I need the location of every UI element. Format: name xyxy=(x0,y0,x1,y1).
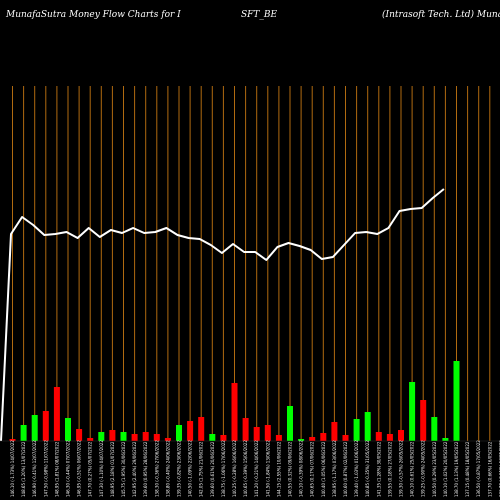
money-flow-bar xyxy=(275,435,282,441)
x-tick-label: 148.95 (2.18%) 01/07/2022 xyxy=(110,441,115,497)
money-flow-bar xyxy=(420,400,427,441)
x-tick-label: 141.20 (-0.21%) 14/06/2022 xyxy=(254,440,259,497)
x-tick-label: 140.40 (1.05%) 06/06/2022 xyxy=(321,441,326,497)
money-flow-bar xyxy=(242,418,249,441)
money-flow-bar xyxy=(131,434,138,441)
x-tick-label: 140.25 (-0.28%) 16/06/2022 xyxy=(232,440,237,497)
x-tick-label: 137.70 (0.66%) 16/05/2022 xyxy=(487,441,492,497)
x-tick-label: 140.85 (-0.35%) 31/05/2022 xyxy=(365,440,370,497)
x-tick-label: 140.50 (-1.09%) 22/06/2022 xyxy=(188,440,193,497)
x-tick-label: 148.65 (1.20%) 13/07/2022 xyxy=(21,441,26,497)
money-flow-bar xyxy=(231,383,238,441)
x-tick-label: 137.15 (0.48%) 18/05/2022 xyxy=(465,441,470,497)
money-flow-bar xyxy=(31,415,38,441)
x-tick-label: 142.05 (1.75%) 21/06/2022 xyxy=(199,441,204,497)
money-flow-bar xyxy=(9,439,16,441)
x-tick-label: 140.65 (-0.39%) 15/06/2022 xyxy=(243,440,248,497)
money-flow-bar xyxy=(398,430,404,441)
money-flow-bar xyxy=(309,437,316,441)
x-tick-label: 140.10 (0.61%) 25/05/2022 xyxy=(410,441,415,497)
x-tick-label: 138.70 (1.13%) 19/05/2022 xyxy=(454,441,459,497)
money-flow-bar xyxy=(453,361,460,441)
x-tick-label: 136.80 (-0.51%) 13/05/2022 xyxy=(498,440,500,497)
x-tick-label: 139.40 (-1.03%) 01/06/2022 xyxy=(354,440,359,497)
x-tick-label: 142.95 (2.40%) 29/06/2022 xyxy=(132,441,137,497)
money-flow-bar xyxy=(375,432,382,441)
x-tick-label: 146.90 (-0.41%) 12/07/2022 xyxy=(32,440,37,497)
x-tick-label: 146.30 (-0.44%) 07/07/2022 xyxy=(66,440,71,497)
money-flow-bar xyxy=(164,438,171,441)
money-flow-bar xyxy=(331,422,338,441)
price-line-layer xyxy=(0,188,445,442)
x-tick-label: 139.30 (-0.57%) 26/05/2022 xyxy=(399,440,404,497)
money-flow-bar xyxy=(431,417,438,441)
money-flow-bar xyxy=(42,411,49,441)
chart-header-right: (Intrasoft Tech. Ltd) MunafaSutra.com xyxy=(382,9,500,20)
x-tick-label: 139.55 (0.18%) 27/05/2022 xyxy=(387,441,392,497)
money-flow-bar xyxy=(386,434,393,441)
x-tick-label: 148.95 (1.81%) 08/07/2022 xyxy=(54,441,59,497)
x-tick-label: 146.10 (-1.73%) 14/07/2022 xyxy=(10,440,15,497)
x-tick-label: 140.65 (0.17%) 07/06/2022 xyxy=(310,441,315,497)
money-flow-bar xyxy=(287,406,293,441)
money-flow-bar xyxy=(198,417,205,441)
x-tick-label: 139.60 (0.61%) 20/06/2022 xyxy=(210,441,215,497)
money-flow-bar xyxy=(187,421,194,441)
x-tick-label: 140.10 (-0.39%) 08/06/2022 xyxy=(299,440,304,497)
money-flow-bar xyxy=(109,430,116,441)
x-tick-label: 147.30 (-1.10%) 04/07/2022 xyxy=(99,440,104,497)
x-tick-label: 147.70 (0.27%) 05/07/2022 xyxy=(88,441,93,497)
money-flow-bar xyxy=(153,434,160,441)
price-line xyxy=(0,188,445,442)
x-tick-label: 144.15 (2.55%) 10/06/2022 xyxy=(276,441,281,497)
money-flow-bar xyxy=(220,435,227,441)
money-flow-bar xyxy=(253,427,260,441)
money-flow-bar xyxy=(342,435,349,441)
money-flow-bar xyxy=(353,419,360,441)
x-tick-label: 138.30 (-0.36%) 27/06/2022 xyxy=(154,440,159,497)
money-flow-bar xyxy=(120,432,127,441)
x-tick-label: 140.10 (1.02%) 20/05/2022 xyxy=(443,441,448,497)
x-tick-label: 145.75 (1.95%) 30/06/2022 xyxy=(121,441,126,497)
x-tick-label: 139.60 (0.95%) 28/06/2022 xyxy=(143,441,148,497)
money-flow-bars xyxy=(9,361,460,441)
money-flow-bar xyxy=(98,432,105,441)
x-tick-label: 140.60 (0.87%) 02/06/2022 xyxy=(343,441,348,497)
money-flow-bar xyxy=(409,382,416,441)
money-flow-bar xyxy=(76,429,83,441)
grid-lines xyxy=(12,86,491,441)
money-flow-bar xyxy=(442,438,449,441)
x-tick-label: 139.25 (-0.90%) 24/05/2022 xyxy=(421,440,426,497)
x-axis-labels: 146.10 (-1.73%) 14/07/2022 148.65 (1.20%)… xyxy=(10,440,500,497)
money-flow-bar xyxy=(298,439,305,441)
money-flow-bar xyxy=(176,425,182,441)
x-tick-label: 140.55 (0.32%) 09/06/2022 xyxy=(288,441,293,497)
money-flow-bar xyxy=(320,433,327,441)
money-flow-bar xyxy=(142,432,149,441)
x-tick-label: 146.95 (-0.51%) 06/07/2022 xyxy=(77,440,82,497)
x-tick-label: 141.50 (-1.84%) 13/06/2022 xyxy=(265,440,270,497)
x-tick-label: 138.95 (-1.17%) 03/06/2022 xyxy=(332,440,337,497)
x-tick-label: 147.50 (-0.98%) 11/07/2022 xyxy=(43,440,48,497)
x-tick-label: 136.50 (-0.87%) 17/05/2022 xyxy=(476,440,481,497)
x-tick-label: 139.35 (-0.82%) 23/06/2022 xyxy=(177,440,182,497)
money-flow-bar xyxy=(87,438,94,441)
chart-header-left: MunafaSutra Money Flow Charts for I xyxy=(5,10,181,20)
money-flow-bar xyxy=(20,425,27,441)
money-flow-bar xyxy=(364,412,371,441)
x-tick-label: 138.75 (-1.06%) 17/06/2022 xyxy=(221,440,226,497)
x-tick-label: 138.80 (-0.40%) 24/06/2022 xyxy=(165,440,170,497)
x-tick-label: 140.50 (0.29%) 23/05/2022 xyxy=(432,441,437,497)
money-flow-bar xyxy=(209,434,216,441)
money-flow-bar xyxy=(264,425,271,441)
money-flow-bar xyxy=(65,418,71,441)
money-flow-bar xyxy=(53,387,60,441)
chart-header-middle: SFT_BE xyxy=(241,10,278,20)
x-tick-label: 141.35 (1.28%) 30/05/2022 xyxy=(376,441,381,497)
